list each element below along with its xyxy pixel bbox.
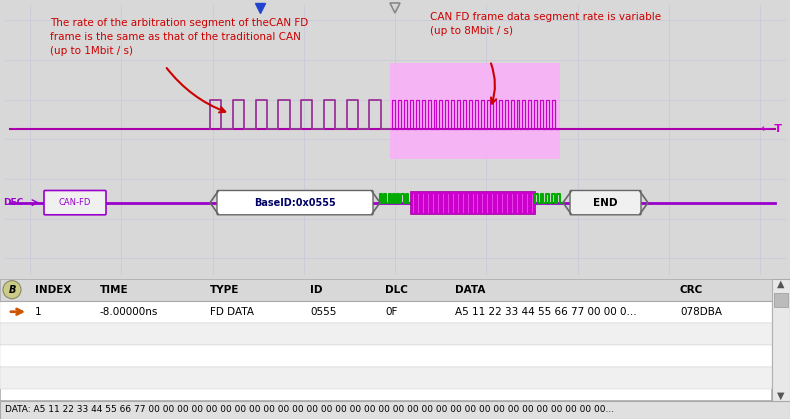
FancyBboxPatch shape xyxy=(217,191,373,215)
Bar xyxy=(0,279,772,301)
Bar xyxy=(410,191,535,214)
Text: DATA: A5 11 22 33 44 55 66 77 00 00 00 00 00 00 00 00 00 00 00 00 00 00 00 00 00: DATA: A5 11 22 33 44 55 66 77 00 00 00 0… xyxy=(5,406,614,414)
Text: B: B xyxy=(9,285,16,295)
Text: BaseID:0x0555: BaseID:0x0555 xyxy=(254,198,336,208)
Bar xyxy=(0,345,772,367)
Bar xyxy=(0,301,772,323)
Bar xyxy=(0,401,790,419)
Text: ▼: ▼ xyxy=(777,391,784,401)
Text: CAN-FD: CAN-FD xyxy=(58,198,91,207)
Text: ID: ID xyxy=(310,285,322,295)
Bar xyxy=(0,367,772,389)
Text: TIME: TIME xyxy=(100,285,129,295)
Circle shape xyxy=(3,281,21,299)
Text: -8.00000ns: -8.00000ns xyxy=(100,307,158,317)
Bar xyxy=(0,323,772,345)
Text: 1: 1 xyxy=(35,307,42,317)
Text: FD DATA: FD DATA xyxy=(210,307,254,317)
Text: A5 11 22 33 44 55 66 77 00 00 0...: A5 11 22 33 44 55 66 77 00 00 0... xyxy=(455,307,637,317)
Text: The rate of the arbitration segment of theCAN FD
frame is the same as that of th: The rate of the arbitration segment of t… xyxy=(50,18,308,56)
Text: 0F: 0F xyxy=(385,307,397,317)
Text: 0555: 0555 xyxy=(310,307,337,317)
Bar xyxy=(0,279,772,401)
Text: DEC: DEC xyxy=(3,198,23,207)
Text: DATA: DATA xyxy=(455,285,485,295)
FancyBboxPatch shape xyxy=(570,191,641,215)
Text: CAN FD frame data segment rate is variable
(up to 8Mbit / s): CAN FD frame data segment rate is variab… xyxy=(430,12,661,36)
Text: DLC: DLC xyxy=(385,285,408,295)
FancyBboxPatch shape xyxy=(44,191,106,215)
Text: ▲: ▲ xyxy=(777,279,784,289)
Text: CRC: CRC xyxy=(680,285,703,295)
Text: 078DBA: 078DBA xyxy=(680,307,722,317)
Bar xyxy=(774,292,788,307)
Text: ← T: ← T xyxy=(761,124,782,134)
Text: END: END xyxy=(593,198,618,208)
Text: INDEX: INDEX xyxy=(35,285,71,295)
Bar xyxy=(390,63,560,159)
Text: TYPE: TYPE xyxy=(210,285,239,295)
Bar xyxy=(772,279,790,401)
